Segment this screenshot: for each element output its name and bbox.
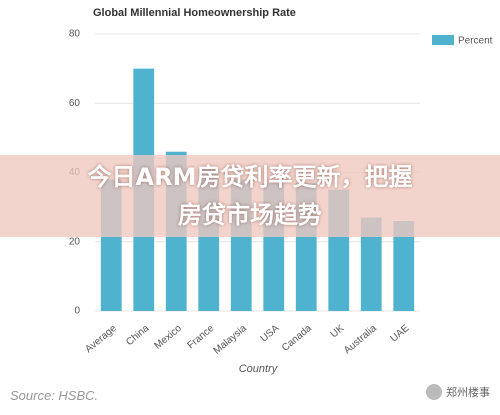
y-tick-label: 20 <box>69 236 81 247</box>
y-tick-label: 80 <box>69 29 81 40</box>
x-tick-label: USA <box>259 323 282 345</box>
overlay-line: 今日ARM房贷利率更新，把握 <box>87 163 413 191</box>
bar <box>360 217 382 311</box>
y-tick-label: 0 <box>74 306 80 317</box>
x-tick-label: Canada <box>280 323 314 354</box>
legend-label: Percent <box>458 36 493 47</box>
overlay-line: 房贷市场趋势 <box>178 201 322 229</box>
x-tick-label: Australia <box>342 323 379 357</box>
bar <box>393 220 415 311</box>
y-tick-label: 60 <box>69 98 81 109</box>
x-tick-label: UAE <box>389 323 412 345</box>
x-tick-label: China <box>124 323 151 349</box>
watermark-icon <box>426 384 442 400</box>
x-tick-label: Malaysia <box>212 323 250 357</box>
x-tick-label: Average <box>83 323 119 356</box>
x-tick-label: UK <box>329 323 347 341</box>
source: Source: HSBC. <box>10 388 99 403</box>
x-tick-label: Mexico <box>153 323 185 352</box>
watermark-text: 郑州楼事 <box>446 386 490 399</box>
overlay-banner: 今日ARM房贷利率更新，把握 房贷市场趋势 <box>0 155 500 237</box>
chart-title: Global Millennial Homeownership Rate <box>93 7 296 19</box>
watermark: 郑州楼事 <box>426 384 490 400</box>
legend-swatch <box>432 35 454 45</box>
x-axis-label: Country <box>239 363 279 375</box>
